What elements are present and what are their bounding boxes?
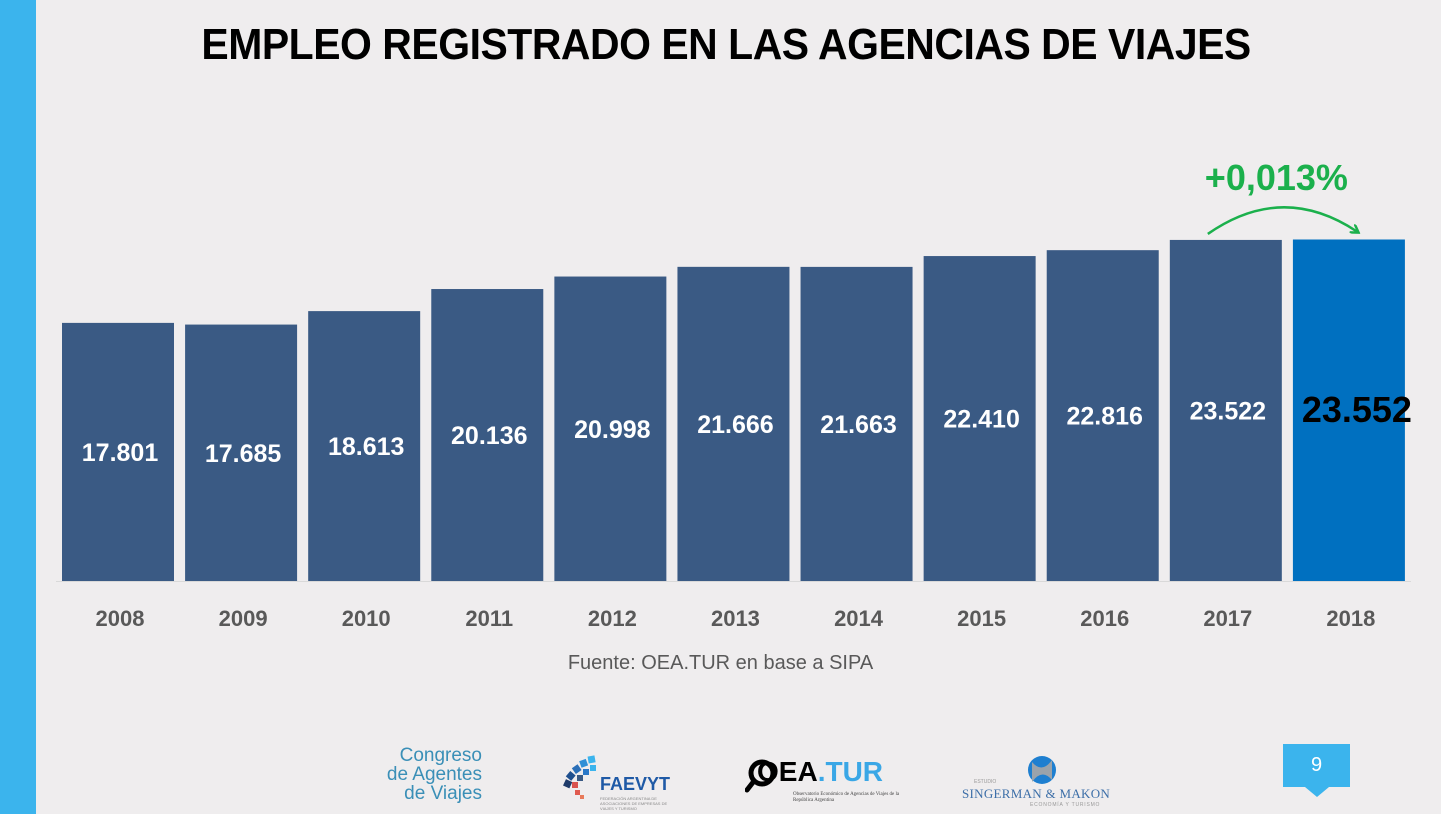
bar-value-label-2009: 17.685 — [205, 440, 282, 468]
slide-title: EMPLEO REGISTRADO EN LAS AGENCIAS DE VIA… — [201, 20, 1251, 69]
x-tick-label-2016: 2016 — [1080, 606, 1129, 631]
bar-value-label-2014: 21.663 — [820, 411, 896, 439]
bar-2011 — [431, 289, 544, 581]
bar-2013 — [677, 266, 790, 581]
growth-annotation-label: +0,013% — [1205, 157, 1348, 198]
logo-subtitle: FEDERACIÓN ARGENTINA DE ASOCIACIONES DE … — [600, 796, 668, 811]
bar-value-label-2008: 17.801 — [82, 439, 159, 467]
bar-value-label-2015: 22.410 — [943, 406, 1019, 434]
bar-value-label-2012: 20.998 — [574, 416, 651, 444]
x-tick-label-2018: 2018 — [1326, 606, 1375, 631]
x-tick-label-2014: 2014 — [834, 606, 884, 631]
bar-2012 — [554, 276, 667, 581]
logo-text-line: de Viajes — [404, 783, 482, 804]
logo-congreso-agentes-viajes: Congreso de Agentes de Viajes — [372, 746, 482, 803]
bar-2010 — [308, 311, 421, 581]
x-tick-label-2012: 2012 — [588, 606, 637, 631]
accent-side-bar — [0, 0, 36, 814]
bar-value-label-2018: 23.552 — [1302, 389, 1412, 430]
logo-text-tur: .TUR — [817, 756, 884, 787]
x-tick-label-2011: 2011 — [465, 606, 513, 631]
logo-text: OEA.TUR — [757, 756, 883, 788]
bar-2008 — [62, 322, 174, 581]
logo-text-oea: OEA — [757, 756, 818, 787]
bar-2018 — [1292, 239, 1405, 581]
page-number-badge: 9 — [1283, 744, 1350, 797]
logo-text-line: Congreso — [399, 745, 482, 766]
bar-chart: 17.801 17.685 18.613 20.136 20.998 21.666 21.6… — [56, 157, 1412, 631]
bar-2009 — [185, 324, 298, 581]
magnifier-icon — [745, 759, 775, 793]
bar-2017 — [1169, 239, 1282, 581]
bar-2015 — [923, 256, 1036, 581]
x-tick-label-2015: 2015 — [957, 606, 1006, 631]
bar-value-label-2013: 21.666 — [697, 411, 773, 439]
bar-2014 — [800, 266, 913, 581]
bar-value-label-2016: 22.816 — [1066, 403, 1142, 431]
logo-text: FAEVYT — [600, 774, 671, 794]
bar-value-label-2010: 18.613 — [328, 433, 404, 461]
logo-pretext: ESTUDIO — [974, 779, 997, 785]
bar-value-label-2011: 20.136 — [451, 422, 527, 450]
sm-emblem-icon — [1028, 756, 1056, 784]
bar-2016 — [1046, 250, 1159, 581]
logo-subtitle: ECONOMÍA Y TURISMO — [1030, 802, 1101, 808]
footer-logos: Congreso de Agentes de Viajes FAEVYT FED… — [0, 740, 1441, 814]
logo-text: SINGERMAN & MAKON — [962, 786, 1111, 801]
source-note: Fuente: OEA.TUR en base a SIPA — [567, 652, 874, 674]
logo-oea-tur: OEA.TUR Observatorio Económico de Agenci… — [745, 752, 899, 812]
logo-singerman-makon: ESTUDIO SINGERMAN & MAKON ECONOMÍA Y TUR… — [960, 754, 1110, 814]
x-tick-label-2010: 2010 — [342, 606, 391, 631]
x-tick-label-2013: 2013 — [711, 606, 760, 631]
logo-subtitle: Observatorio Económico de Agencias de Vi… — [793, 792, 900, 803]
bar-value-label-2017: 23.522 — [1190, 397, 1266, 425]
logo-faevyt: FAEVYT FEDERACIÓN ARGENTINA DE ASOCIACIO… — [560, 754, 690, 811]
logo-text-line: de Agentes — [386, 764, 482, 785]
x-tick-label-2008: 2008 — [96, 606, 145, 631]
faevyt-fan-icon — [563, 755, 596, 799]
x-tick-label-2009: 2009 — [219, 606, 268, 631]
x-tick-label-2017: 2017 — [1203, 606, 1252, 631]
growth-arrow — [1207, 206, 1357, 235]
